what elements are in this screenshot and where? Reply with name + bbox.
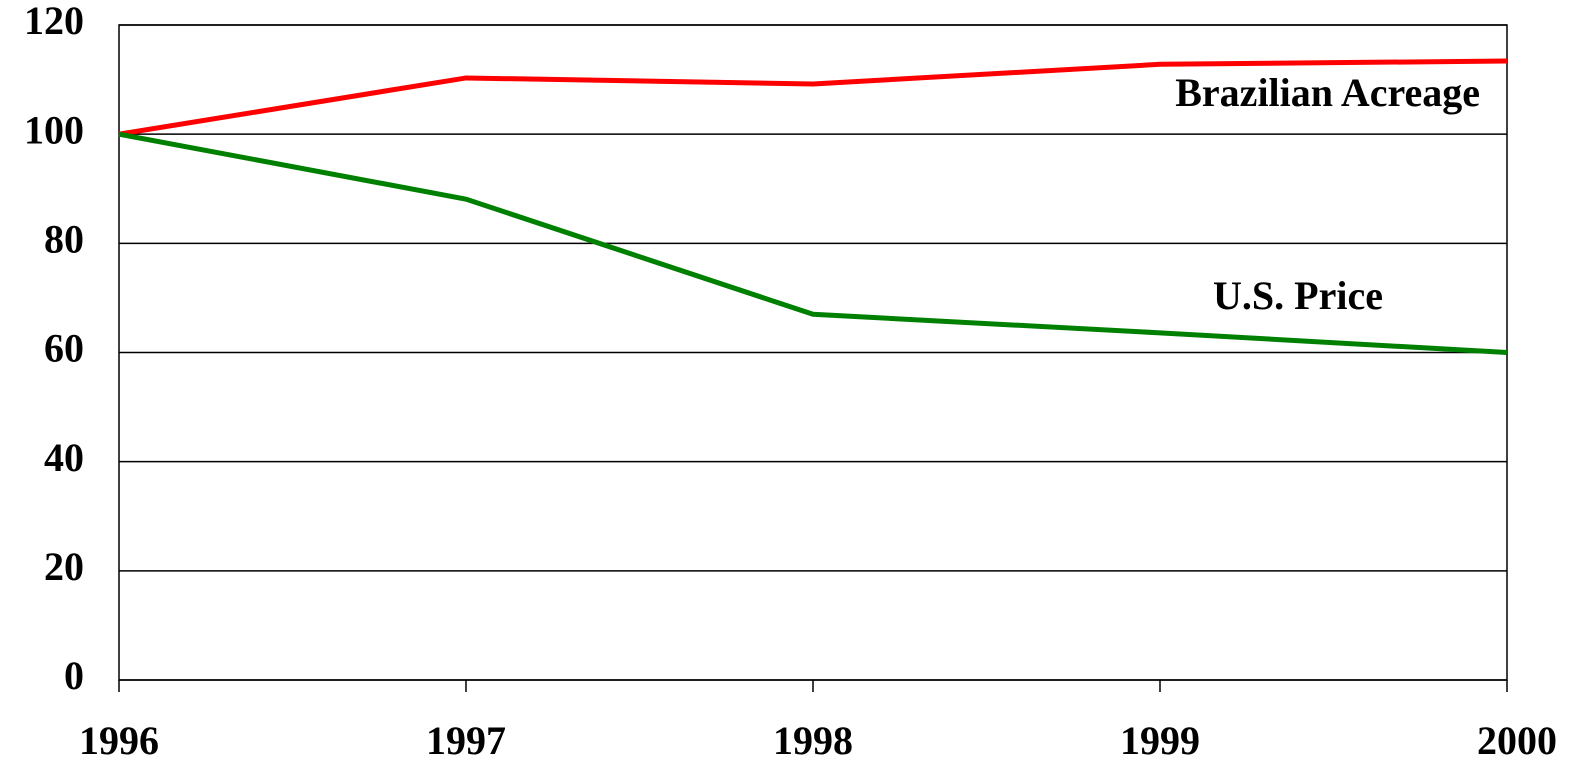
x-tick-label: 1998 — [773, 718, 853, 763]
y-tick-label: 120 — [24, 0, 84, 43]
x-tick-label: 1997 — [426, 718, 506, 763]
series-label: U.S. Price — [1213, 273, 1383, 318]
y-tick-label: 40 — [44, 435, 84, 480]
x-tick-label: 2000 — [1477, 718, 1557, 763]
series-line — [118, 58, 1508, 137]
series-line — [118, 131, 1508, 355]
x-tick-label: 1999 — [1120, 718, 1200, 763]
y-tick-label: 20 — [44, 544, 84, 589]
y-tick-label: 0 — [64, 653, 84, 698]
y-tick-label: 80 — [44, 217, 84, 262]
y-tick-label: 100 — [24, 107, 84, 152]
y-tick-label: 60 — [44, 326, 84, 371]
x-tick-label: 1996 — [79, 718, 159, 763]
series-label: Brazilian Acreage — [1175, 70, 1480, 115]
